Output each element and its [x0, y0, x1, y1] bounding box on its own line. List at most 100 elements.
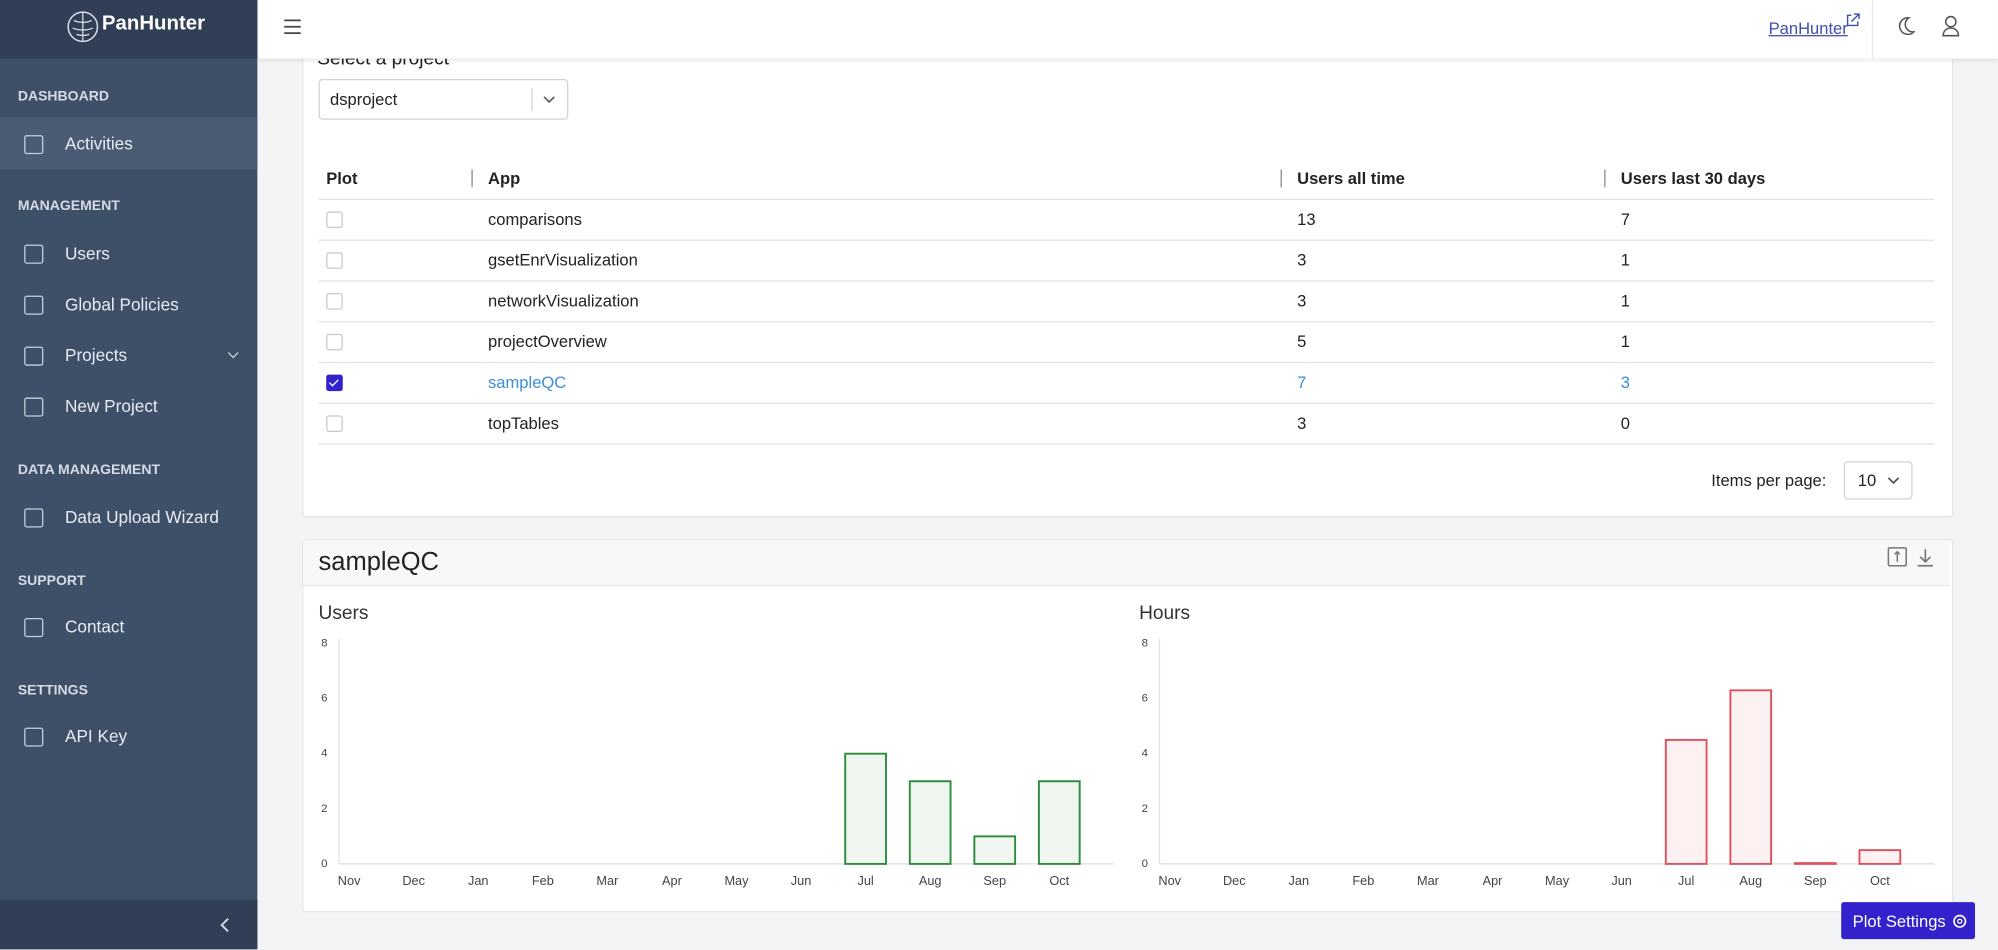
- x-tick-label: Apr: [1483, 873, 1504, 888]
- bar: [1729, 689, 1773, 865]
- table-cell: 1: [1620, 291, 1631, 311]
- y-tick-label: 0: [321, 858, 327, 870]
- plot-settings-label: Plot Settings: [1852, 911, 1946, 931]
- row-checkbox[interactable]: [326, 333, 343, 351]
- bar: [844, 752, 887, 865]
- sidebar-icon: [24, 346, 44, 366]
- table-cell: 5: [1297, 331, 1307, 352]
- header-line: [318, 198, 1935, 201]
- x-tick-label: May: [724, 873, 749, 888]
- x-tick-label: Oct: [1049, 873, 1069, 888]
- brand-logo: [67, 11, 99, 43]
- sort-arrow: [1280, 169, 1282, 188]
- project-value: dsproject: [330, 89, 398, 109]
- table-cell: 1: [1620, 331, 1631, 352]
- sidebar-icon: [24, 135, 44, 155]
- plot-title: sampleQC: [318, 548, 439, 577]
- items-per-page-select[interactable]: 10: [1843, 461, 1913, 500]
- row-checkbox[interactable]: [326, 211, 343, 229]
- sort-arrow: [1604, 169, 1606, 188]
- sidebar-section-title: SETTINGS: [17, 682, 88, 699]
- table-cell: networkVisualization: [488, 291, 639, 311]
- theme-toggle[interactable]: [1897, 17, 1916, 37]
- table-cell: 3: [1297, 250, 1307, 270]
- chart-title: Hours: [1139, 603, 1190, 624]
- plot-card: [301, 538, 1954, 913]
- bar: [1793, 862, 1837, 865]
- row-checkbox[interactable]: [326, 415, 343, 432]
- sidebar-icon: [24, 397, 44, 417]
- sidebar-icon: [24, 617, 44, 638]
- user-menu[interactable]: [1942, 15, 1960, 37]
- header-link[interactable]: PanHunter: [1768, 18, 1848, 38]
- sidebar-section-title: SUPPORT: [17, 573, 86, 589]
- items-per-page-value: 10: [1857, 470, 1877, 490]
- chart-title: Users: [319, 603, 369, 624]
- y-tick-label: 8: [1142, 638, 1148, 650]
- sidebar-item[interactable]: Data Upload Wizard: [64, 507, 219, 527]
- project-select[interactable]: dsproject: [318, 79, 569, 120]
- sidebar-item[interactable]: API Key: [64, 726, 128, 747]
- sidebar-section-title: MANAGEMENT: [17, 198, 120, 215]
- table-cell: projectOverview: [488, 331, 607, 352]
- x-tick-label: Nov: [1158, 873, 1181, 888]
- plot-card-header: [303, 540, 1950, 587]
- x-tick-label: Mar: [596, 873, 619, 888]
- y-tick-label: 0: [1142, 858, 1148, 870]
- sidebar-item[interactable]: Global Policies: [64, 294, 179, 315]
- bar: [1037, 780, 1081, 865]
- column-header: App: [488, 168, 521, 188]
- y-tick-label: 6: [321, 693, 327, 705]
- row-line: [318, 402, 1935, 404]
- table-cell: 7: [1620, 209, 1631, 229]
- x-tick-label: Dec: [402, 873, 425, 888]
- table-cell: 0: [1620, 413, 1631, 433]
- panel-icons[interactable]: [1887, 547, 1938, 570]
- table-card: [301, 38, 1954, 518]
- x-tick-label: Oct: [1870, 873, 1890, 888]
- table-cell: comparisons: [488, 209, 582, 229]
- sort-arrow: [471, 169, 473, 188]
- table-cell: 3: [1297, 413, 1307, 433]
- x-tick-label: Jun: [1611, 873, 1632, 888]
- x-tick-label: Nov: [338, 873, 361, 888]
- items-per-page-label: Items per page:: [1711, 470, 1827, 490]
- plot-settings-button[interactable]: Plot Settings: [1841, 902, 1976, 940]
- table-cell: sampleQC: [488, 372, 567, 392]
- sidebar-item[interactable]: Activities: [64, 134, 133, 154]
- sidebar-item[interactable]: Projects: [64, 345, 128, 366]
- x-tick-label: Sep: [983, 873, 1006, 888]
- table-cell: 1: [1620, 250, 1631, 270]
- brand-name: PanHunter: [101, 12, 206, 35]
- table-cell: 3: [1620, 372, 1631, 392]
- x-tick-label: Jan: [468, 873, 489, 888]
- y-tick-label: 8: [321, 638, 327, 650]
- row-line: [318, 361, 1935, 364]
- table-cell: topTables: [488, 413, 559, 433]
- sidebar-item[interactable]: Contact: [64, 617, 125, 637]
- sidebar-item[interactable]: Users: [64, 244, 110, 264]
- x-tick-label: Aug: [1739, 873, 1762, 888]
- expand-chevron: [227, 347, 239, 359]
- sidebar-item[interactable]: New Project: [64, 396, 158, 417]
- column-header: Plot: [326, 168, 358, 188]
- sidebar-icon: [24, 727, 44, 747]
- row-checkbox[interactable]: [326, 293, 343, 310]
- x-tick-label: Jan: [1289, 873, 1310, 888]
- table-cell: 13: [1297, 209, 1316, 229]
- menu-button[interactable]: [284, 19, 302, 34]
- x-tick-label: Sep: [1804, 873, 1827, 888]
- table-cell: gsetEnrVisualization: [488, 250, 638, 270]
- table-cell: 3: [1297, 291, 1307, 311]
- bar: [1858, 849, 1902, 865]
- header: PanHunter: [257, 0, 1998, 59]
- row-checkbox[interactable]: [326, 252, 343, 269]
- table-cell: 7: [1297, 372, 1307, 392]
- sidebar-icon: [24, 295, 44, 315]
- row-checkbox[interactable]: [326, 374, 343, 392]
- x-tick-label: Apr: [662, 873, 683, 888]
- collapse-bar[interactable]: [0, 899, 258, 950]
